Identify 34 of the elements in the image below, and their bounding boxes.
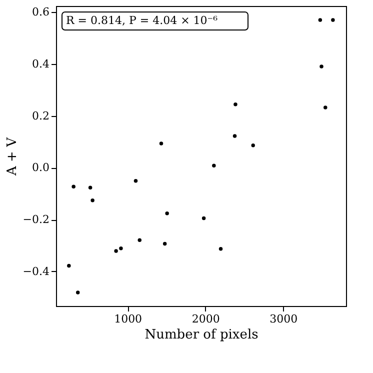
point [159, 142, 164, 146]
point [90, 198, 94, 202]
point [202, 216, 206, 220]
point [134, 179, 138, 183]
point [72, 184, 76, 188]
annotation: R = 0.814, P = 4.04 × 10⁻⁶ [66, 14, 218, 27]
point [320, 64, 324, 68]
point [212, 164, 216, 168]
y-tick-label: 0.6 [32, 5, 50, 18]
point [76, 290, 80, 294]
point [119, 246, 123, 250]
point [324, 106, 328, 110]
y-axis-title: A + V [4, 136, 20, 176]
point [318, 18, 322, 22]
y-tick-label: 0.2 [32, 109, 50, 122]
point [232, 134, 237, 138]
x-axis-title: Number of pixels [144, 328, 258, 342]
point [165, 211, 169, 216]
point [251, 143, 255, 148]
y-tick-label: −0.2 [22, 213, 50, 226]
point [331, 18, 335, 22]
point [162, 242, 167, 246]
y-tick-label: 0.0 [32, 161, 50, 174]
y-tick-label: 0.4 [32, 57, 50, 70]
y-tick-label: −0.4 [22, 264, 50, 278]
point [138, 238, 142, 242]
x-tick-label: 1000 [114, 312, 142, 326]
point [234, 102, 238, 106]
x-tick-label: 3000 [270, 312, 298, 326]
x-tick-label: 2000 [192, 312, 220, 326]
point [218, 247, 223, 251]
point [67, 264, 71, 268]
point [114, 249, 118, 253]
point [88, 186, 92, 190]
